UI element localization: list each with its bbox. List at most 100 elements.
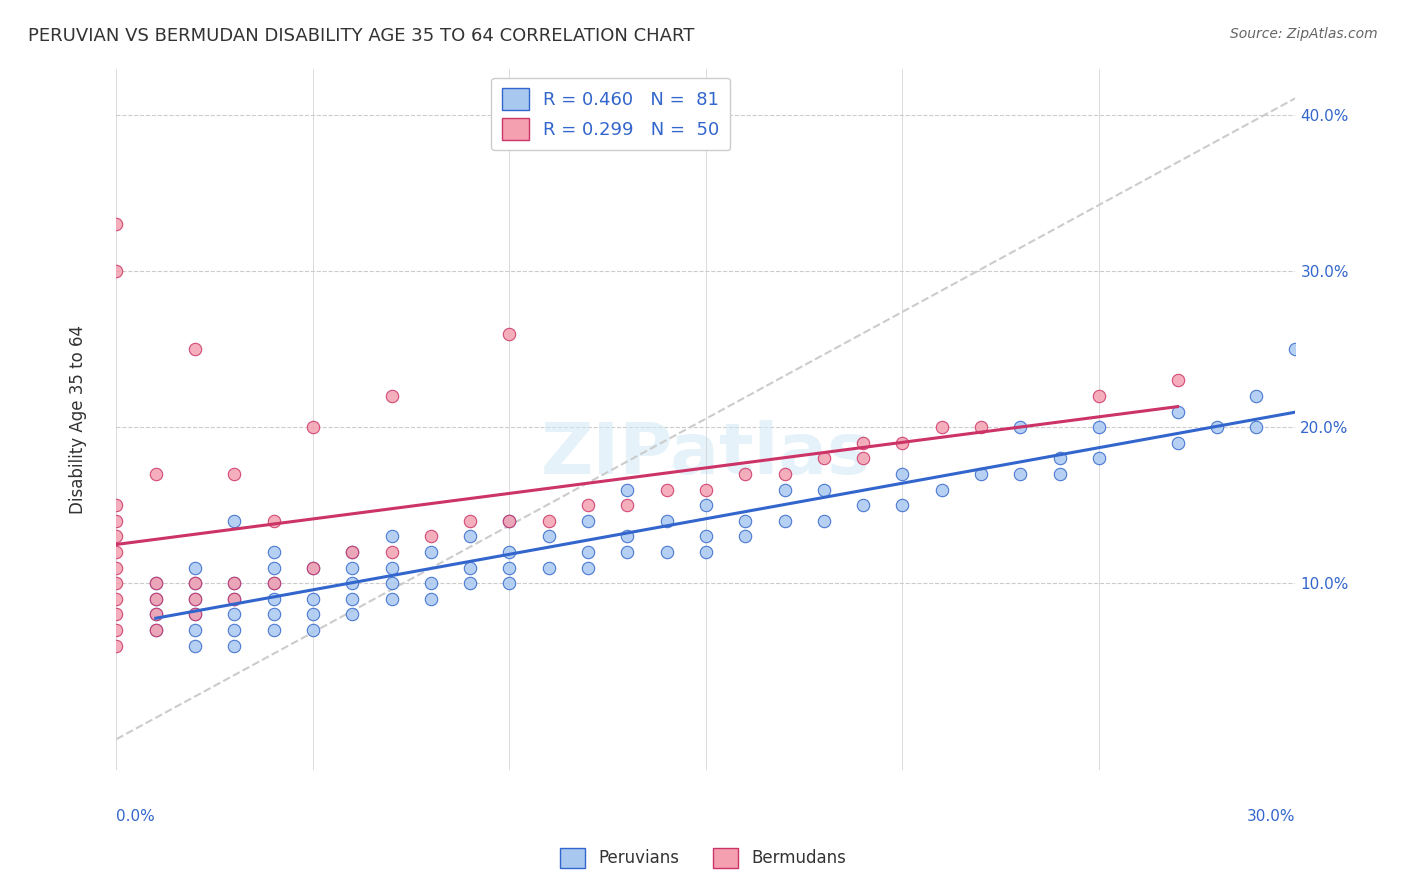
Point [498, 326, 520, 341]
Point [302, 591, 325, 606]
Point [263, 560, 285, 574]
Point [498, 560, 520, 574]
Point [655, 545, 678, 559]
Point [224, 467, 246, 481]
Point [1010, 467, 1032, 481]
Point [891, 498, 914, 512]
Point [458, 560, 481, 574]
Point [184, 576, 207, 591]
Point [734, 514, 756, 528]
Point [184, 639, 207, 653]
Point [145, 591, 167, 606]
Point [695, 529, 717, 543]
Point [1088, 389, 1111, 403]
Point [105, 264, 128, 278]
Legend: Peruvians, Bermudans: Peruvians, Bermudans [554, 841, 852, 875]
Point [224, 639, 246, 653]
Point [1205, 420, 1227, 434]
Point [302, 623, 325, 637]
Point [498, 514, 520, 528]
Point [105, 218, 128, 232]
Point [184, 560, 207, 574]
Point [931, 420, 953, 434]
Point [1244, 389, 1267, 403]
Point [263, 576, 285, 591]
Point [184, 591, 207, 606]
Point [773, 483, 796, 497]
Point [105, 576, 128, 591]
Text: ZIPatlas: ZIPatlas [541, 420, 872, 489]
Point [773, 514, 796, 528]
Point [813, 514, 835, 528]
Point [105, 560, 128, 574]
Point [263, 607, 285, 622]
Point [381, 389, 404, 403]
Point [576, 545, 599, 559]
Point [498, 545, 520, 559]
Point [184, 607, 207, 622]
Text: Source: ZipAtlas.com: Source: ZipAtlas.com [1230, 27, 1378, 41]
Point [458, 576, 481, 591]
Point [342, 607, 364, 622]
Point [224, 576, 246, 591]
Point [1010, 420, 1032, 434]
Point [145, 623, 167, 637]
Point [302, 607, 325, 622]
Point [145, 591, 167, 606]
Point [498, 576, 520, 591]
Point [537, 529, 560, 543]
Point [105, 514, 128, 528]
Point [263, 623, 285, 637]
Point [970, 420, 993, 434]
Point [184, 591, 207, 606]
Point [576, 498, 599, 512]
Point [1284, 343, 1306, 357]
Point [891, 467, 914, 481]
Point [263, 591, 285, 606]
Point [105, 498, 128, 512]
Point [695, 483, 717, 497]
Text: Disability Age 35 to 64: Disability Age 35 to 64 [69, 325, 87, 514]
Point [145, 607, 167, 622]
Point [224, 607, 246, 622]
Point [655, 483, 678, 497]
Point [419, 529, 441, 543]
Point [931, 483, 953, 497]
Point [184, 576, 207, 591]
Point [616, 529, 638, 543]
Point [813, 483, 835, 497]
Point [381, 576, 404, 591]
Point [852, 435, 875, 450]
Point [537, 560, 560, 574]
Point [1167, 404, 1189, 418]
Point [458, 529, 481, 543]
Point [342, 576, 364, 591]
Point [381, 591, 404, 606]
Point [734, 529, 756, 543]
Text: 0.0%: 0.0% [117, 809, 155, 824]
Point [342, 591, 364, 606]
Legend: R = 0.460   N =  81, R = 0.299   N =  50: R = 0.460 N = 81, R = 0.299 N = 50 [491, 78, 731, 151]
Point [224, 576, 246, 591]
Point [852, 451, 875, 466]
Point [302, 420, 325, 434]
Point [1244, 420, 1267, 434]
Point [302, 560, 325, 574]
Point [224, 591, 246, 606]
Point [419, 576, 441, 591]
Point [342, 560, 364, 574]
Point [105, 591, 128, 606]
Point [145, 467, 167, 481]
Point [105, 623, 128, 637]
Point [852, 498, 875, 512]
Point [145, 623, 167, 637]
Point [773, 467, 796, 481]
Point [263, 545, 285, 559]
Point [342, 545, 364, 559]
Point [655, 514, 678, 528]
Point [458, 514, 481, 528]
Point [342, 545, 364, 559]
Point [695, 545, 717, 559]
Point [263, 514, 285, 528]
Point [419, 545, 441, 559]
